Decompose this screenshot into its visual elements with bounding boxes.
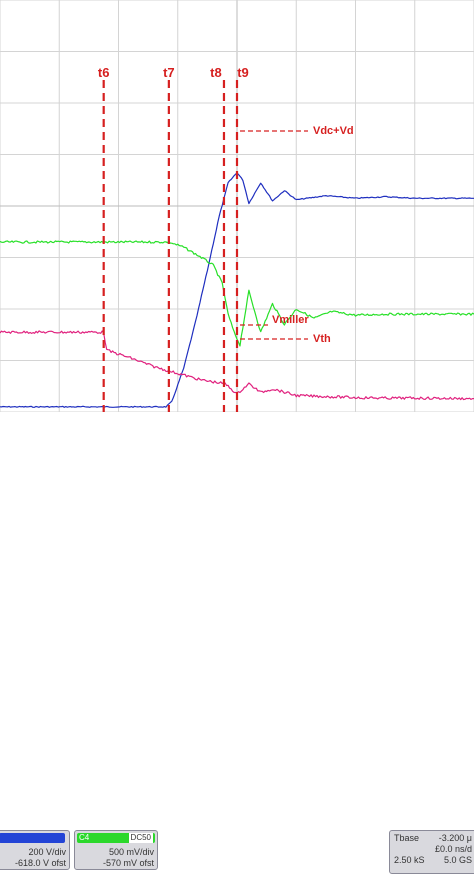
channel-blue-header xyxy=(0,833,65,843)
sample-count: 2.50 kS xyxy=(394,855,425,865)
marker-t8-label: t8 xyxy=(210,65,222,80)
channel-blue-panel[interactable]: 200 V/div -618.0 V ofst xyxy=(0,830,70,870)
channel-blue-scale: 200 V/div xyxy=(28,847,66,857)
channel-c4-offset: -570 mV ofst xyxy=(102,858,154,868)
timebase-scale: £0.0 ns/d xyxy=(434,844,472,854)
vdc-vd-label: Vdc+Vd xyxy=(313,125,354,137)
sample-rate: 5.0 GS xyxy=(443,855,472,865)
channel-c4-coupling: DC50 xyxy=(128,833,153,843)
channel-c4-header: C4 DC50 xyxy=(77,833,155,843)
marker-t7-label: t7 xyxy=(163,65,175,80)
timebase-panel[interactable]: Tbase -3.200 μ £0.0 ns/d 2.50 kS 5.0 GS xyxy=(389,830,474,874)
level-annotations: Vdc+Vd Vmiller Vth xyxy=(240,125,354,345)
status-bar: 200 V/div -618.0 V ofst C4 DC50 500 mV/d… xyxy=(0,412,474,874)
channel-c4-label: C4 xyxy=(79,833,90,842)
time-markers: t6 t7 t8 t9 xyxy=(98,65,249,412)
oscilloscope-display: t6 t7 t8 t9 Vdc+Vd Vmiller Vth xyxy=(0,0,474,412)
vth-label: Vth xyxy=(313,333,331,345)
marker-t9-label: t9 xyxy=(237,65,249,80)
channel-c4-panel[interactable]: C4 DC50 500 mV/div -570 mV ofst xyxy=(74,830,158,870)
vmiller-label: Vmiller xyxy=(272,314,309,326)
timebase-label: Tbase xyxy=(394,833,420,843)
grid xyxy=(0,0,474,412)
channel-c4-scale: 500 mV/div xyxy=(108,847,154,857)
channel-blue-offset: -618.0 V ofst xyxy=(14,858,66,868)
marker-t6-label: t6 xyxy=(98,65,110,80)
timebase-value: -3.200 μ xyxy=(438,833,472,843)
